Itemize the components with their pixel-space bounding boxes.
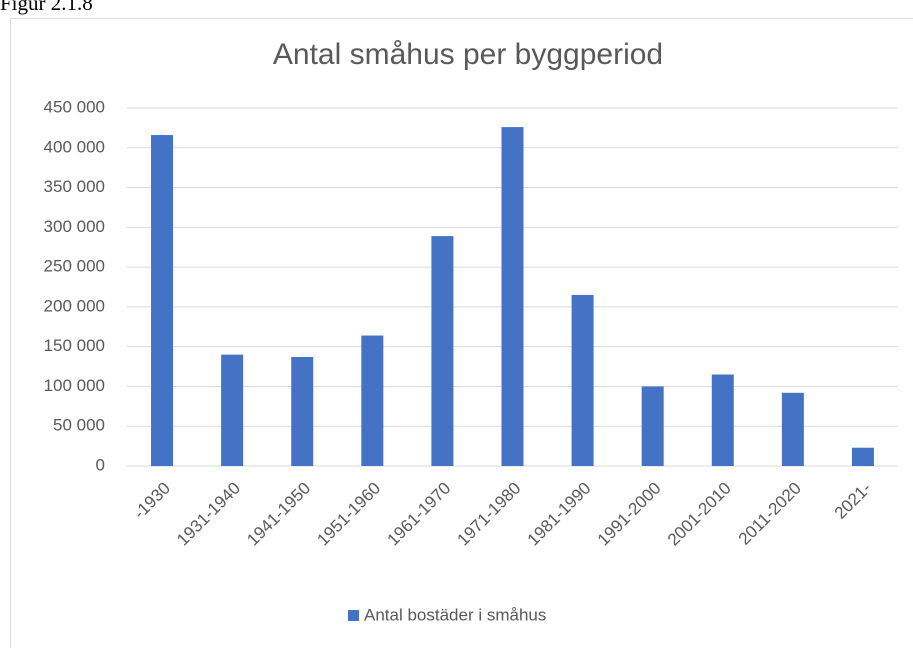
bar: [571, 294, 594, 466]
y-tick-label: 400 000: [44, 137, 105, 156]
legend-label: Antal bostäder i småhus: [364, 605, 546, 624]
bar: [361, 335, 384, 466]
y-tick-label: 350 000: [44, 177, 105, 196]
chart-title: Antal småhus per byggperiod: [273, 38, 663, 71]
bar: [711, 374, 734, 466]
legend-swatch: [348, 610, 359, 621]
bar: [431, 236, 454, 466]
bar: [221, 354, 244, 466]
caption: Figur 2.1.8: [0, 0, 93, 15]
bar: [501, 127, 524, 467]
bar: [641, 386, 664, 466]
bar: [291, 357, 314, 466]
y-tick-label: 450 000: [44, 97, 105, 116]
chart-border: [10, 18, 913, 648]
bar: [781, 392, 804, 466]
y-tick-label: 200 000: [44, 296, 105, 315]
bar: [851, 447, 874, 466]
y-tick-label: 300 000: [44, 217, 105, 236]
bar: [151, 135, 174, 466]
y-tick-label: 250 000: [44, 257, 105, 276]
y-tick-label: 0: [96, 455, 105, 474]
y-tick-label: 150 000: [44, 336, 105, 355]
y-tick-label: 50 000: [53, 416, 105, 435]
y-tick-label: 100 000: [44, 376, 105, 395]
